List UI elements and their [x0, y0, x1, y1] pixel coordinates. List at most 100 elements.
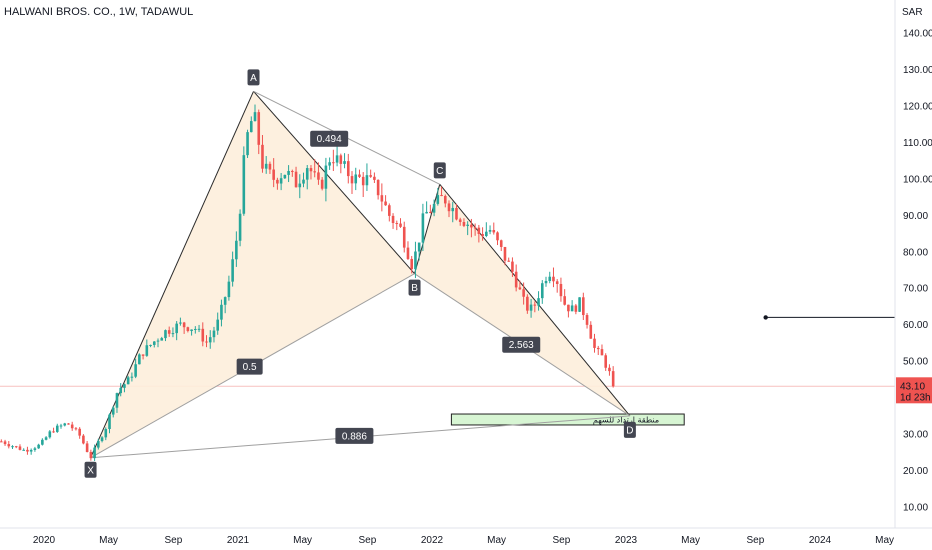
y-tick-label: 10.00 — [903, 503, 928, 514]
reversal-zone-box[interactable] — [450, 413, 685, 426]
candle-body — [540, 283, 544, 299]
y-tick-label: 130.00 — [903, 65, 932, 76]
candle-body — [97, 441, 100, 448]
candle-body — [552, 276, 555, 282]
candle-body — [175, 323, 178, 334]
candle-body — [526, 296, 529, 311]
candle-body — [115, 393, 119, 408]
candle-body — [63, 423, 67, 426]
candle-body — [436, 195, 440, 204]
candle-body — [108, 414, 111, 430]
candle-body — [227, 281, 231, 298]
candle-body — [320, 179, 324, 189]
horizontal-ray-anchor[interactable] — [763, 315, 768, 320]
candle-body — [339, 155, 343, 164]
ratio-badge — [310, 130, 349, 147]
candle-body — [201, 328, 205, 342]
candle-body — [548, 276, 552, 281]
candle-body — [567, 304, 570, 312]
candle-body — [291, 170, 294, 172]
x-tick-label: Sep — [552, 535, 570, 546]
y-tick-label: 60.00 — [903, 320, 928, 331]
candle-body — [309, 168, 313, 172]
x-tick-label: Sep — [358, 535, 376, 546]
x-tick-label: May — [875, 535, 894, 546]
candle-body — [563, 296, 566, 305]
candle-body — [361, 176, 365, 186]
candle-body — [287, 170, 290, 175]
candle-body — [570, 305, 574, 312]
pattern-labels: X A B C D 0.494 0.5 2.563 0.886 — [84, 69, 636, 478]
candle-body — [462, 221, 466, 226]
candle-body — [421, 213, 425, 243]
candle-body — [417, 242, 421, 252]
candle-body — [395, 223, 399, 225]
harmonic-pattern[interactable] — [90, 90, 895, 459]
y-tick-label: 90.00 — [903, 211, 928, 222]
candle-body — [481, 233, 484, 237]
x-tick-label: 2022 — [421, 535, 444, 546]
candle-body — [466, 224, 469, 226]
y-tick-label: 70.00 — [903, 284, 928, 295]
candle-body — [85, 443, 89, 452]
candle-body — [89, 451, 93, 459]
y-tick-label: 100.00 — [903, 174, 932, 185]
candle-body — [451, 207, 455, 212]
candle-body — [257, 112, 261, 145]
candle-body — [447, 203, 451, 212]
last-price-badge — [896, 377, 932, 404]
candle-body — [537, 298, 540, 306]
candle-body — [503, 246, 507, 261]
x-tick-label: Sep — [164, 535, 182, 546]
candle-body — [354, 174, 358, 184]
candle-body — [455, 207, 458, 220]
candle-body — [522, 289, 525, 297]
candle-body — [33, 448, 37, 450]
candle-body — [261, 144, 264, 169]
reversal-zone[interactable]: منطقة ارتداد للسهم — [450, 413, 685, 426]
candle-body — [578, 297, 581, 312]
candle-body — [29, 449, 33, 452]
point-a-label: A — [250, 73, 257, 84]
candle-body — [272, 169, 275, 180]
candle-body — [182, 322, 186, 328]
currency-label: SAR — [902, 7, 923, 18]
candle-body — [235, 240, 238, 260]
candle-body — [608, 367, 611, 372]
candle-body — [26, 449, 29, 452]
last-price-value: 43.10 — [900, 381, 925, 392]
candle-body — [194, 328, 197, 330]
candle-body — [134, 364, 137, 377]
ratio-label: 0.886 — [342, 431, 367, 442]
candle-body — [488, 229, 492, 232]
point-x-badge — [84, 461, 97, 478]
candle-body — [518, 287, 522, 290]
candle-body — [7, 444, 11, 447]
candle-body — [332, 162, 335, 164]
ratio-badge — [335, 427, 374, 444]
candle-body — [138, 354, 141, 365]
candle-body — [208, 337, 212, 343]
candle-body — [574, 305, 578, 312]
candle-body — [410, 258, 414, 270]
candle-body — [130, 376, 134, 378]
x-tick-label: May — [681, 535, 700, 546]
chart-title: HALWANI BROS. CO., 1W, TADAWUL — [4, 6, 194, 18]
pattern-triangle-bcd — [414, 184, 630, 416]
candle-body — [167, 330, 171, 334]
x-tick-label: May — [99, 535, 118, 546]
candle-body — [432, 203, 436, 213]
candle-body — [104, 429, 108, 438]
candle-body — [365, 175, 369, 186]
candle-body — [533, 304, 537, 306]
candle-body — [384, 201, 387, 206]
candle-body — [346, 161, 350, 177]
candle-body — [555, 281, 559, 284]
candle-body — [152, 341, 156, 345]
point-b-badge — [408, 279, 421, 296]
candle-body — [350, 176, 354, 184]
candle-body — [399, 223, 402, 227]
y-tick-label: 30.00 — [903, 430, 928, 441]
